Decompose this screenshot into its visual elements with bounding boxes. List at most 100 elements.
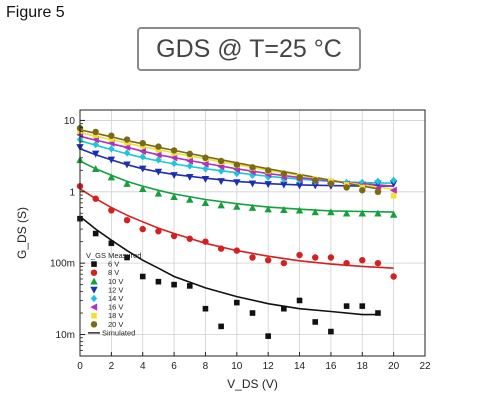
legend-label: 6 V — [108, 260, 119, 269]
x-tick-label: 18 — [357, 361, 369, 372]
plot-frame — [79, 109, 426, 357]
legend-label: 16 V — [108, 303, 123, 312]
data-point — [249, 254, 256, 261]
data-point — [92, 128, 99, 136]
data-point — [171, 281, 177, 288]
x-axis-label: V_DS (V) — [227, 377, 278, 391]
data-point — [264, 167, 272, 174]
data-point — [281, 305, 287, 312]
data-point — [124, 254, 130, 261]
data-point — [154, 168, 163, 176]
x-tick-label: 2 — [109, 361, 115, 372]
data-point — [390, 192, 397, 199]
data-point — [108, 145, 115, 153]
x-tick-label: 14 — [294, 361, 306, 372]
data-point — [248, 203, 257, 211]
data-point — [186, 235, 193, 242]
data-point — [154, 151, 162, 159]
data-point — [186, 162, 193, 170]
data-point — [91, 150, 100, 158]
data-point — [92, 195, 99, 202]
data-point — [264, 257, 272, 264]
data-point — [374, 209, 382, 217]
chart-title: GDS @ T=25 °C — [137, 27, 361, 71]
data-point — [218, 323, 224, 330]
data-point — [280, 181, 288, 189]
legend-marker — [90, 269, 98, 276]
legend-label: 14 V — [108, 294, 123, 303]
data-point — [359, 187, 366, 194]
data-point — [328, 328, 334, 335]
data-point — [170, 154, 178, 162]
data-point — [201, 199, 210, 207]
data-point — [170, 193, 178, 201]
data-point — [123, 161, 131, 169]
legend-label: 20 V — [108, 320, 123, 329]
x-tick-label: 8 — [203, 361, 209, 372]
measured-points — [76, 124, 398, 339]
data-point — [186, 195, 194, 203]
y-axis-label: G_DS (S) — [15, 207, 29, 259]
data-point — [201, 160, 209, 168]
data-point — [202, 165, 209, 173]
data-point — [374, 188, 382, 195]
x-tick-label: 0 — [77, 361, 83, 372]
data-point — [375, 310, 381, 316]
data-point — [280, 170, 288, 177]
data-point — [264, 181, 272, 189]
data-point — [374, 177, 382, 186]
data-point — [249, 171, 256, 180]
data-point — [327, 180, 335, 187]
data-point — [139, 147, 146, 155]
data-point — [170, 147, 178, 154]
data-point — [202, 238, 209, 245]
x-tick-label: 20 — [388, 361, 400, 372]
legend-label: 10 V — [108, 277, 123, 286]
data-point — [92, 132, 99, 139]
data-point — [343, 259, 350, 267]
data-point — [155, 228, 162, 235]
data-point — [139, 153, 146, 161]
data-point — [108, 207, 115, 214]
data-point — [123, 216, 131, 224]
figure-label: Figure 5 — [6, 4, 65, 21]
data-point — [123, 143, 131, 152]
data-point — [359, 257, 366, 264]
data-point — [186, 150, 193, 158]
axis-ticks: 0 2 4 6 8 10 12 14 16 18 20 22 10m 100m 1 10 — [50, 116, 431, 372]
data-point — [202, 154, 209, 161]
data-point — [155, 143, 162, 150]
data-point — [312, 177, 319, 184]
data-point — [389, 210, 398, 218]
data-point — [312, 254, 319, 261]
data-point — [186, 157, 193, 165]
data-point — [107, 156, 116, 164]
data-point — [139, 185, 147, 193]
data-point — [217, 157, 225, 165]
x-tick-label: 12 — [263, 361, 275, 372]
legend-marker — [90, 303, 98, 311]
x-tick-label: 16 — [325, 361, 337, 372]
data-point — [312, 319, 319, 325]
legend-marker — [91, 312, 97, 319]
data-point — [390, 176, 397, 184]
data-point — [343, 184, 350, 191]
data-point — [139, 273, 146, 280]
data-point — [217, 245, 225, 252]
data-point — [311, 208, 319, 216]
data-point — [91, 165, 100, 172]
data-point — [170, 159, 178, 168]
data-point — [233, 247, 241, 254]
data-point — [123, 136, 131, 143]
data-point — [92, 230, 99, 237]
data-point — [248, 180, 257, 188]
data-point — [108, 136, 115, 142]
x-tick-label: 6 — [171, 361, 177, 372]
data-point — [202, 305, 209, 312]
legend-label: 12 V — [108, 285, 123, 294]
data-point — [374, 259, 382, 267]
x-tick-label: 4 — [140, 361, 146, 372]
data-point — [217, 178, 225, 186]
